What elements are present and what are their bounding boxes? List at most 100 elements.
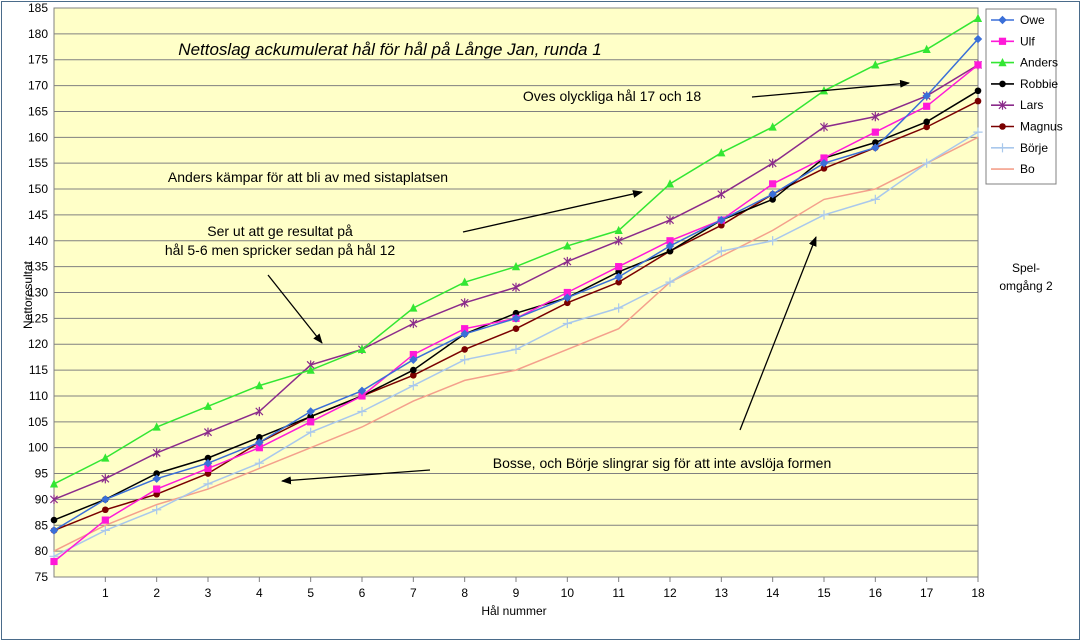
point: [49, 526, 59, 535]
point: [409, 355, 418, 364]
point: [460, 277, 469, 286]
point: [409, 350, 417, 359]
point: [563, 288, 571, 297]
point: [871, 143, 880, 152]
point: [255, 406, 264, 417]
point: [820, 154, 828, 162]
annotations: Oves olyckliga hål 17 och 18 Anders kämpa…: [165, 79, 910, 485]
x-tick-label: 5: [307, 586, 314, 600]
point: [614, 272, 623, 282]
point: [716, 246, 726, 256]
y-tick-label: 155: [28, 156, 48, 170]
point: [102, 506, 109, 514]
x-tick-label: 12: [663, 586, 677, 600]
side-note-line: Spel-: [1012, 261, 1040, 275]
x-tick-label: 16: [869, 586, 883, 600]
annotation-text: Anders kämpar för att bli av med sistapl…: [168, 169, 448, 185]
point: [974, 97, 982, 105]
point: [974, 87, 982, 95]
point: [255, 438, 264, 447]
point: [769, 196, 776, 203]
y-tick-label: 165: [28, 104, 48, 118]
point: [819, 122, 829, 132]
y-tick-label: 150: [28, 182, 48, 196]
y-tick-label: 105: [28, 415, 48, 429]
point: [203, 459, 213, 468]
point: [461, 325, 469, 333]
point: [999, 80, 1006, 88]
series-line: [53, 136, 979, 552]
point: [871, 112, 880, 122]
point: [511, 314, 521, 323]
point: [614, 225, 623, 235]
annotation-arrow: [281, 469, 431, 485]
point: [358, 392, 366, 400]
point: [357, 344, 367, 353]
point: [563, 241, 572, 250]
point: [564, 299, 571, 307]
legend-item: Owe: [991, 13, 1045, 27]
point: [101, 474, 110, 484]
legend-label: Ulf: [1020, 34, 1035, 48]
y-tick-label: 110: [29, 389, 48, 403]
point: [204, 464, 212, 472]
point: [410, 366, 417, 374]
legend-label: Robbie: [1020, 77, 1058, 91]
series-bo: [53, 136, 979, 552]
point: [357, 406, 367, 417]
axes: 7580859095100105110115120125130135140145…: [28, 1, 985, 600]
y-tick-label: 125: [28, 311, 48, 325]
side-note-line: omgång 2: [999, 279, 1053, 293]
y-tick-label: 100: [28, 441, 48, 455]
point: [460, 329, 469, 339]
point: [769, 180, 777, 188]
x-tick-label: 14: [766, 586, 780, 600]
point: [100, 525, 110, 536]
legend-item: Börje: [991, 141, 1048, 155]
y-tick-label: 95: [35, 467, 49, 481]
point: [665, 241, 675, 251]
point: [665, 179, 675, 188]
legend-item: Robbie: [991, 77, 1058, 91]
point: [152, 448, 161, 458]
point: [152, 422, 161, 431]
point: [307, 418, 315, 426]
point: [666, 237, 674, 245]
point: [408, 381, 418, 391]
point: [768, 158, 777, 168]
point: [665, 277, 675, 287]
point: [615, 263, 623, 271]
x-tick-label: 13: [715, 586, 729, 600]
point: [871, 60, 880, 69]
chart-title: Nettoslag ackumulerat hål för hål på Lån…: [178, 40, 601, 59]
point: [511, 282, 521, 292]
annotation-text: Ser ut att ge resultat på: [207, 223, 353, 239]
y-tick-label: 85: [35, 518, 49, 532]
point: [998, 15, 1007, 25]
x-tick-label: 8: [461, 586, 468, 600]
point: [870, 194, 880, 204]
y-tick-label: 115: [29, 363, 48, 377]
annotation-text: hål 5-6 men spricker sedan på hål 12: [165, 242, 396, 258]
point: [922, 44, 931, 53]
point: [998, 37, 1007, 45]
point: [49, 494, 59, 505]
point: [460, 355, 470, 365]
point: [717, 148, 726, 157]
annotation-arrow: [267, 274, 323, 344]
point: [717, 189, 726, 199]
point: [511, 262, 521, 271]
point: [997, 143, 1008, 153]
point: [974, 61, 982, 69]
x-axis-label: Hål nummer: [481, 604, 546, 618]
legend-box: [985, 8, 1057, 185]
x-tick-label: 18: [971, 586, 985, 600]
annotation-arrow: [462, 190, 643, 233]
point: [306, 407, 315, 416]
point: [665, 215, 675, 225]
y-tick-label: 170: [28, 79, 48, 93]
point: [101, 495, 110, 504]
point: [819, 210, 829, 220]
legend-item: Bo: [991, 162, 1035, 176]
x-tick-label: 11: [612, 586, 625, 600]
